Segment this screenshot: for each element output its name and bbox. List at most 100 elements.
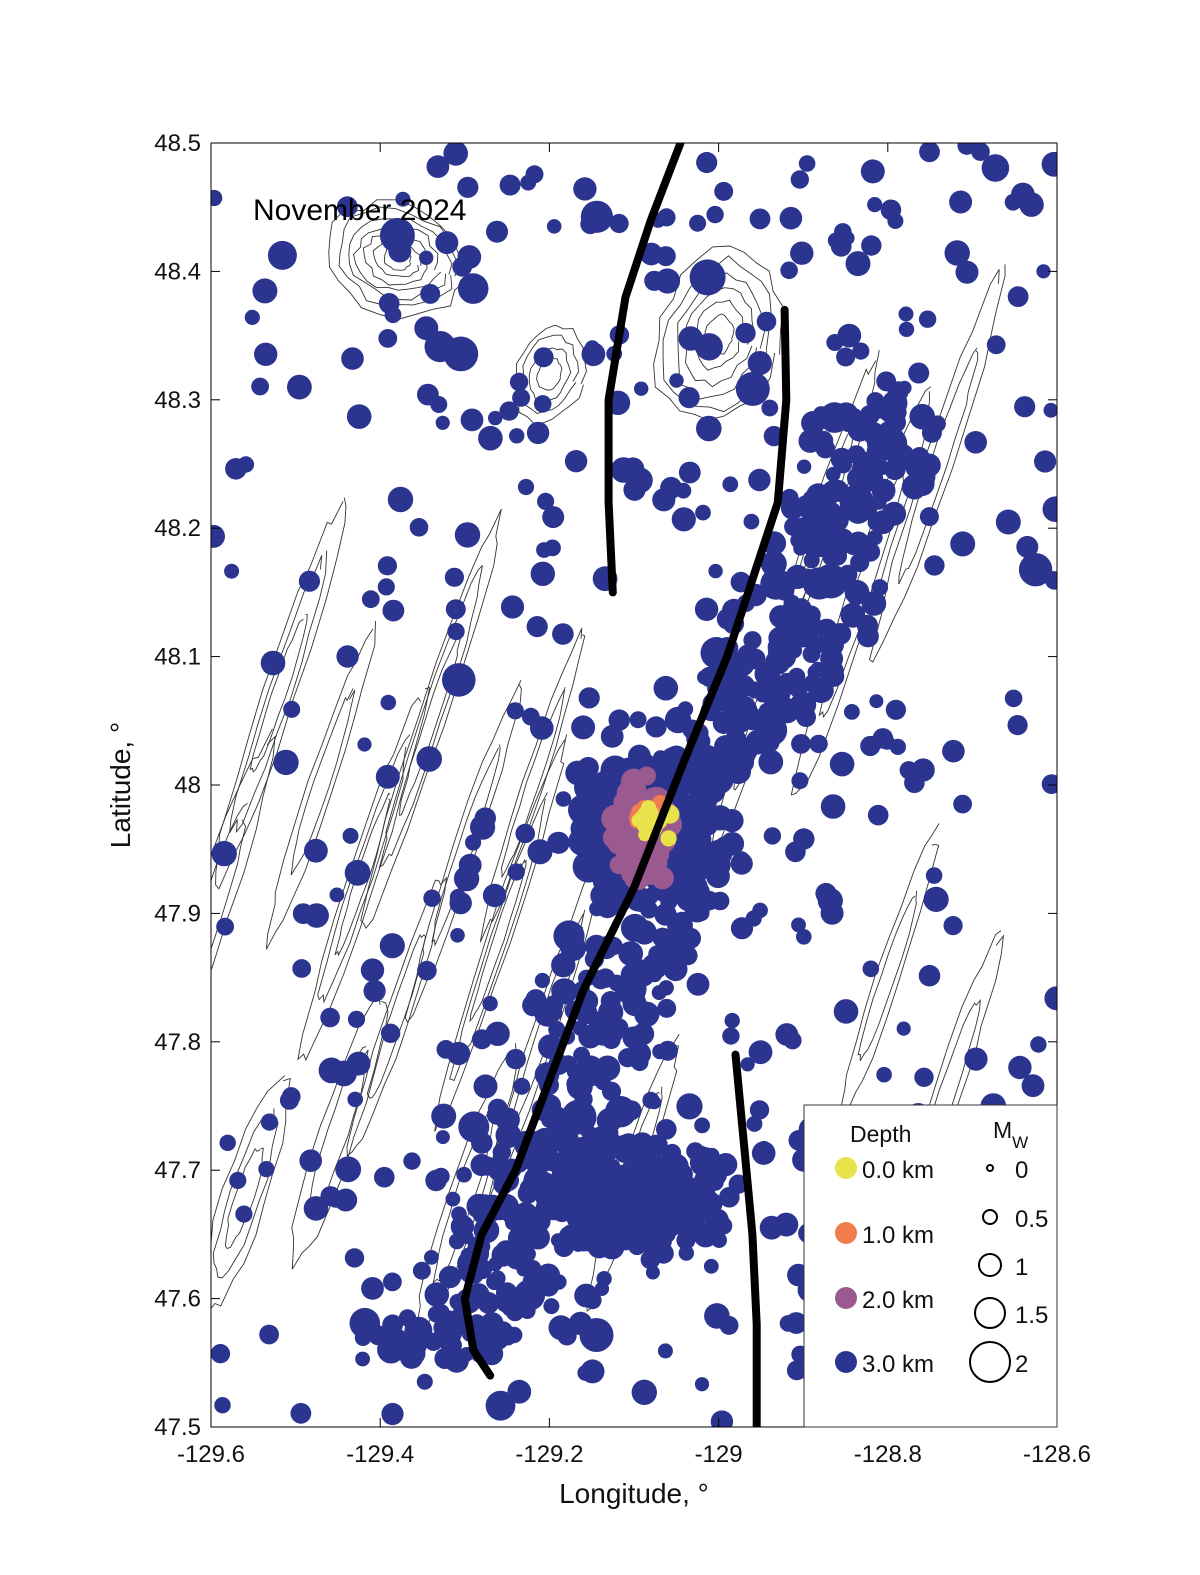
event-marker xyxy=(761,399,779,417)
event-marker xyxy=(708,563,723,579)
event-marker xyxy=(678,326,703,351)
event-marker xyxy=(995,509,1021,535)
event-marker xyxy=(788,678,808,698)
event-marker xyxy=(283,700,301,718)
event-marker xyxy=(377,556,397,576)
event-marker xyxy=(1034,450,1057,473)
event-marker xyxy=(856,625,879,648)
event-marker xyxy=(488,1161,508,1181)
event-marker xyxy=(485,1390,516,1421)
legend-depth-label: 2.0 km xyxy=(862,1287,934,1314)
event-marker xyxy=(803,567,836,600)
contour-line xyxy=(404,680,522,1023)
event-marker xyxy=(898,306,914,322)
event-marker xyxy=(1007,715,1028,736)
event-marker xyxy=(696,151,718,174)
event-marker xyxy=(273,749,299,776)
event-marker xyxy=(485,1021,510,1046)
contour-line xyxy=(857,890,918,1062)
event-marker xyxy=(336,196,358,218)
event-marker xyxy=(500,595,525,619)
event-marker xyxy=(493,1321,513,1341)
event-marker xyxy=(749,1100,770,1120)
event-marker xyxy=(712,711,735,735)
legend: Depth MW 0.0 km 1.0 km 2.0 km 3.0 km 0 0… xyxy=(803,1104,1058,1428)
event-marker xyxy=(435,415,450,430)
event-marker xyxy=(566,1073,588,1095)
contour-line xyxy=(653,245,784,421)
contour-line xyxy=(211,728,276,972)
event-marker xyxy=(399,1345,424,1369)
event-marker xyxy=(889,738,907,756)
event-marker xyxy=(678,1245,694,1261)
event-marker xyxy=(560,1129,579,1147)
event-marker xyxy=(532,1127,557,1153)
event-marker xyxy=(809,734,828,754)
event-marker xyxy=(660,830,677,847)
event-marker xyxy=(578,687,600,709)
event-marker xyxy=(671,507,696,532)
event-marker xyxy=(760,568,792,600)
y-tick-label: 48.4 xyxy=(154,258,201,285)
event-marker xyxy=(555,791,572,807)
event-marker xyxy=(299,1149,323,1172)
event-marker xyxy=(381,1402,404,1426)
event-marker xyxy=(909,403,935,430)
event-marker xyxy=(486,220,508,243)
event-marker xyxy=(453,865,480,892)
event-marker xyxy=(419,250,434,265)
event-marker xyxy=(290,1402,312,1424)
event-marker xyxy=(580,1359,605,1384)
event-marker xyxy=(412,1261,431,1280)
contour-line xyxy=(536,356,563,391)
event-marker xyxy=(354,1329,372,1347)
x-tick-label: -129.4 xyxy=(346,1441,414,1468)
contour-line xyxy=(684,287,755,388)
event-marker xyxy=(1041,774,1057,794)
event-marker xyxy=(513,1279,546,1311)
event-marker xyxy=(790,531,808,549)
contour-line xyxy=(328,199,467,320)
event-marker xyxy=(336,645,359,668)
y-tick-label: 48.5 xyxy=(154,130,201,157)
event-marker xyxy=(548,1315,574,1341)
contour-line xyxy=(346,876,448,1157)
event-marker xyxy=(748,468,771,492)
event-marker xyxy=(657,998,677,1018)
event-marker xyxy=(382,1314,403,1336)
event-marker xyxy=(560,1055,577,1072)
event-marker xyxy=(470,1153,493,1177)
event-marker xyxy=(855,451,879,476)
legend-mw-entry: 1.5 xyxy=(974,1297,1048,1329)
event-marker xyxy=(648,1135,668,1155)
event-marker xyxy=(629,711,647,729)
event-marker xyxy=(798,155,816,172)
event-marker xyxy=(442,663,476,697)
event-marker xyxy=(876,1066,892,1083)
contour-line xyxy=(378,564,483,869)
event-marker xyxy=(1030,1036,1047,1053)
event-marker xyxy=(803,674,823,694)
event-marker xyxy=(471,1132,493,1154)
event-marker xyxy=(551,952,576,978)
event-marker xyxy=(925,867,943,884)
event-marker xyxy=(292,903,314,924)
event-marker xyxy=(861,591,887,616)
event-marker xyxy=(553,920,585,952)
event-marker xyxy=(564,450,588,473)
event-marker xyxy=(426,155,450,179)
event-marker xyxy=(423,889,441,907)
legend-depth-swatch xyxy=(835,1222,857,1244)
event-marker xyxy=(814,500,834,520)
event-marker xyxy=(765,649,791,675)
event-marker xyxy=(543,1298,560,1315)
event-marker xyxy=(796,929,812,945)
contour-line xyxy=(215,497,347,890)
event-marker xyxy=(653,675,679,701)
event-marker xyxy=(449,888,467,906)
event-marker xyxy=(303,1196,329,1221)
event-marker xyxy=(424,331,456,363)
event-marker xyxy=(546,219,562,234)
event-marker xyxy=(703,1258,719,1274)
event-marker xyxy=(911,758,935,782)
